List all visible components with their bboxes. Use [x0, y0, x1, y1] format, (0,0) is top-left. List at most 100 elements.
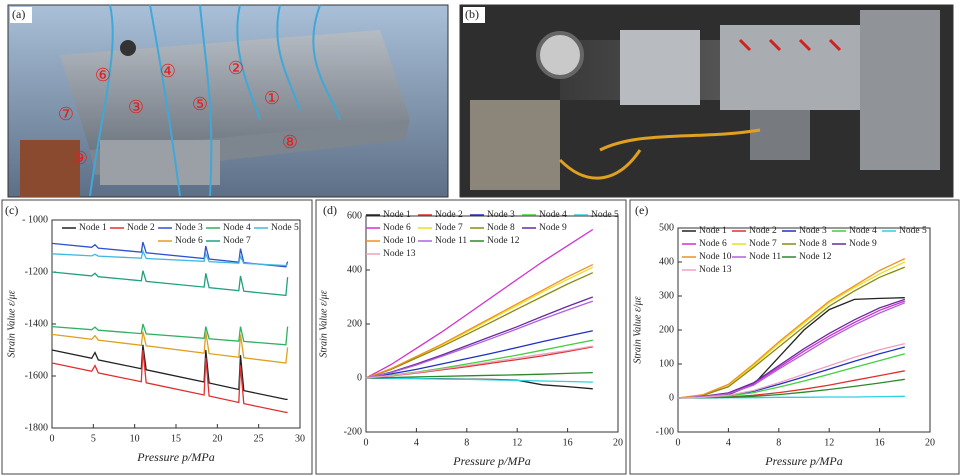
series-line [678, 344, 905, 398]
legend-label: Node 4 [223, 223, 251, 233]
legend-label: Node 9 [849, 239, 877, 249]
x-tick-label: 10 [130, 433, 140, 444]
y-tick-label: 200 [347, 318, 362, 329]
legend-label: Node 8 [799, 239, 827, 249]
legend-label: Node 3 [487, 210, 515, 220]
legend-label: Node 12 [487, 236, 520, 246]
legend-label: Node 2 [435, 210, 463, 220]
x-tick-label: 0 [364, 437, 369, 448]
series-line [52, 324, 288, 345]
x-axis-title: Pressure p/MPa [764, 454, 842, 468]
legend-label: Node 1 [383, 210, 411, 220]
series-line [52, 271, 288, 296]
x-axis-title: Pressure p/MPa [136, 450, 214, 464]
y-tick-label: -1600 [25, 370, 48, 381]
y-tick-label: -100 [656, 426, 674, 437]
photo-annotation: ⑦ [58, 104, 74, 124]
panel-frame [2, 200, 312, 474]
legend-label: Node 3 [175, 223, 203, 233]
x-tick-label: 20 [613, 437, 623, 448]
legend-label: Node 11 [435, 236, 467, 246]
photo-annotation: ① [264, 88, 280, 108]
photo-annotation: ⑨ [72, 148, 88, 168]
x-tick-label: 16 [875, 437, 885, 448]
x-tick-label: 25 [254, 433, 264, 444]
photo-annotation: ② [228, 58, 244, 78]
legend-label: Node 5 [899, 226, 927, 236]
x-tick-label: 20 [212, 433, 222, 444]
y-axis-title: Strain Value ε/με [6, 290, 17, 357]
x-tick-label: 12 [512, 437, 522, 448]
photo-annotation: ④ [160, 61, 176, 81]
series-line [366, 331, 593, 378]
y-axis-title: Strain Value ε/με [632, 296, 643, 363]
photo-annotation: ⑥ [95, 65, 111, 85]
y-tick-label: -200 [344, 426, 362, 437]
legend-label: Node 10 [383, 236, 416, 246]
x-tick-label: 0 [50, 433, 55, 444]
plot-frame [52, 220, 300, 428]
panel-label: (d) [323, 203, 337, 217]
legend-label: Node 1 [79, 223, 107, 233]
legend-label: Node 12 [799, 252, 832, 262]
legend-label: Node 4 [539, 210, 567, 220]
legend-label: Node 8 [487, 223, 515, 233]
legend-label: Node 7 [223, 236, 251, 246]
y-tick-label: 100 [659, 358, 674, 369]
legend-label: Node 13 [699, 265, 732, 275]
legend-label: Node 13 [383, 249, 416, 259]
x-tick-label: 16 [563, 437, 573, 448]
panel-frame [630, 200, 959, 474]
legend-label: Node 5 [591, 210, 619, 220]
series-line [366, 265, 593, 378]
photo-annotation: ⑧ [282, 132, 298, 152]
legend-label: Node 6 [383, 223, 411, 233]
y-tick-label: -1200 [25, 266, 48, 277]
legend-label: Node 6 [175, 236, 203, 246]
y-tick-label: 600 [347, 210, 362, 221]
y-tick-label: 400 [347, 264, 362, 275]
panel-label: (e) [635, 203, 648, 217]
panel-label: (c) [5, 203, 18, 217]
y-tick-label: 0 [669, 392, 674, 403]
y-tick-label: - 1000 [22, 214, 48, 225]
x-tick-label: 5 [91, 433, 96, 444]
y-tick-label: 300 [659, 290, 674, 301]
photo-annotation: ⑤ [192, 94, 208, 114]
y-tick-label: 400 [659, 256, 674, 267]
legend-label: Node 5 [271, 223, 299, 233]
series-line [366, 301, 593, 378]
legend-label: Node 2 [749, 226, 777, 236]
legend-label: Node 11 [749, 252, 781, 262]
x-tick-label: 12 [824, 437, 834, 448]
legend-label: Node 4 [849, 226, 877, 236]
legend-label: Node 6 [699, 239, 727, 249]
x-tick-label: 30 [295, 433, 305, 444]
x-tick-label: 8 [776, 437, 781, 448]
y-axis-title: Strain Value ε/με [318, 290, 329, 357]
series-line [52, 345, 288, 400]
x-tick-label: 4 [726, 437, 731, 448]
x-tick-label: 8 [464, 437, 469, 448]
photo-annotation: ③ [128, 97, 144, 117]
x-axis-title: Pressure p/MPa [452, 454, 530, 468]
photo-b [460, 5, 953, 197]
x-tick-label: 20 [925, 437, 935, 448]
legend-label: Node 10 [699, 252, 732, 262]
legend-label: Node 9 [539, 223, 567, 233]
x-tick-label: 4 [414, 437, 419, 448]
legend-label: Node 7 [749, 239, 777, 249]
photo-a [8, 5, 448, 197]
panel-label: (b) [465, 7, 479, 21]
y-tick-label: 200 [659, 324, 674, 335]
series-line [52, 242, 288, 267]
series-line [52, 251, 288, 265]
legend-label: Node 1 [699, 226, 727, 236]
panel-label: (a) [12, 7, 25, 21]
y-tick-label: 500 [659, 222, 674, 233]
y-tick-label: -1800 [25, 422, 48, 433]
x-tick-label: 15 [171, 433, 181, 444]
series-line [52, 332, 288, 363]
y-tick-label: -1400 [25, 318, 48, 329]
